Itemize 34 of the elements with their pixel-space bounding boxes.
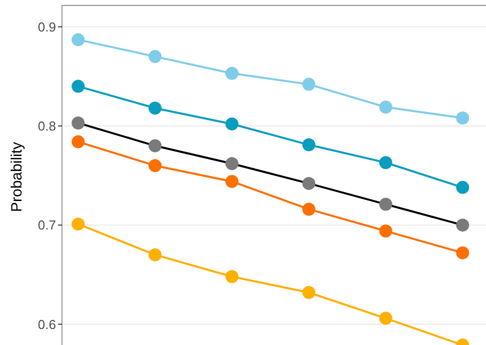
point <box>225 117 238 130</box>
point <box>379 100 392 114</box>
y-tick-label: 0.8 <box>38 118 56 134</box>
point <box>225 66 238 80</box>
point <box>148 248 162 262</box>
y-axis-title: Probability <box>8 141 26 212</box>
point <box>456 180 470 194</box>
point <box>456 112 470 125</box>
point <box>456 246 470 260</box>
point <box>225 157 238 170</box>
point <box>225 270 238 284</box>
y-tick-label: 0.6 <box>38 316 56 332</box>
point <box>379 224 392 238</box>
point <box>302 176 316 190</box>
point <box>302 138 316 152</box>
point <box>148 50 162 64</box>
point <box>456 218 470 232</box>
y-tick-label: 0.9 <box>38 19 56 34</box>
point <box>302 286 316 299</box>
point <box>72 33 85 46</box>
point <box>148 139 162 152</box>
point <box>148 159 162 172</box>
point <box>379 156 392 170</box>
point <box>302 202 316 216</box>
point <box>72 80 85 93</box>
point <box>302 78 316 91</box>
point <box>225 174 238 188</box>
point <box>72 135 85 148</box>
y-tick-label: 0.7 <box>38 218 56 233</box>
point <box>72 218 85 231</box>
point <box>72 116 85 130</box>
point <box>148 102 162 115</box>
point <box>379 198 392 211</box>
point <box>379 312 392 325</box>
